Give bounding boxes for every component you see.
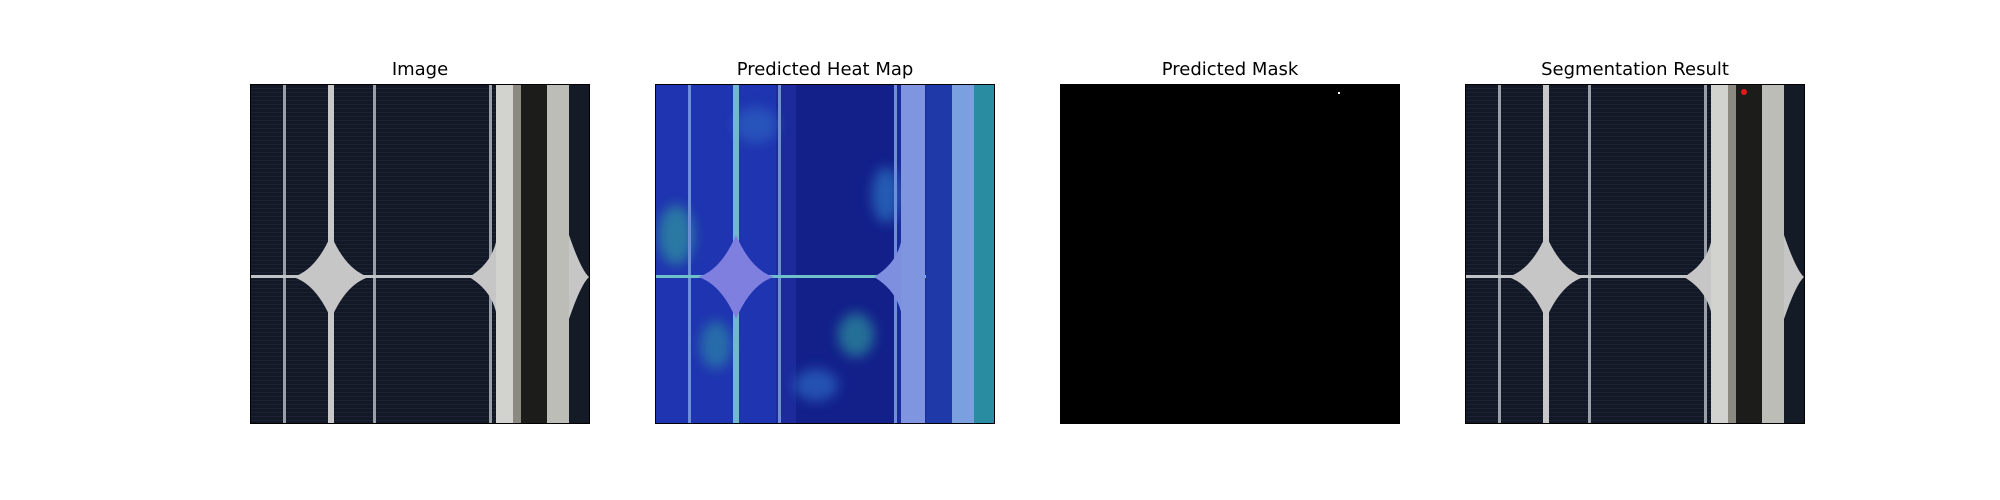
panel-title-heatmap: Predicted Heat Map: [736, 59, 914, 80]
panel-title-segmentation: Segmentation Result: [1541, 59, 1729, 80]
panel-image: Image: [250, 58, 590, 424]
panel-heatmap: Predicted Heat Map: [655, 58, 995, 424]
panel-title-image: Image: [391, 59, 449, 80]
defect-marker: [1741, 89, 1747, 95]
heat-map-image: [655, 84, 995, 424]
segmentation-result-image: [1465, 84, 1805, 424]
panel-segmentation: Segmentation Result: [1465, 58, 1805, 424]
predicted-mask-image: [1060, 84, 1400, 424]
solar-cell-image: [250, 84, 590, 424]
panel-mask: Predicted Mask: [1060, 58, 1400, 424]
panel-title-mask: Predicted Mask: [1161, 59, 1299, 80]
